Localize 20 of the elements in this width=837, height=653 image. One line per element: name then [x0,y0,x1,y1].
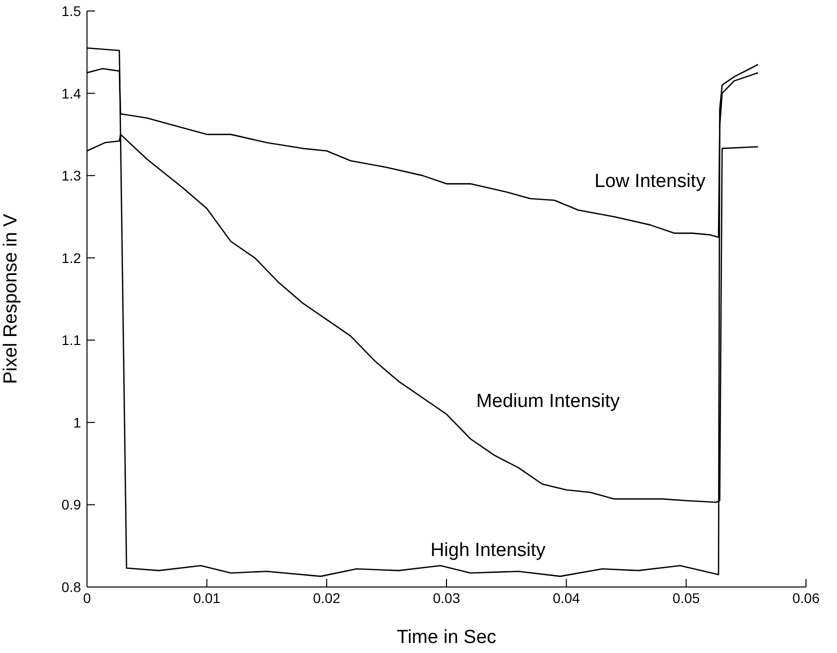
y-axis-title: Pixel Response in V [0,214,22,384]
y-tick-label: 1.3 [62,168,82,184]
x-axis-title: Time in Sec [396,627,496,648]
x-tick-label: 0.03 [432,590,460,606]
annotation: High Intensity [430,540,546,562]
x-tick-label: 0.04 [552,590,580,606]
x-tick-label: 0.01 [193,590,221,606]
x-tick-label: 0 [83,590,92,606]
x-tick-label: 0.06 [792,590,820,606]
annotation: Low Intensity [594,171,706,193]
y-tick-label: 1.1 [62,332,82,348]
x-tick-label: 0.02 [313,590,341,606]
y-tick-label: 1.2 [62,250,82,266]
y-tick-label: 0.8 [62,578,82,595]
y-tick-label: 1 [73,414,82,430]
y-tick-label: 0.9 [62,496,82,513]
x-tick-label: 0.05 [672,590,700,606]
y-tick-label: 1.4 [62,85,82,102]
annotation: Medium Intensity [476,391,620,413]
y-tick-label: 1.5 [62,2,82,19]
